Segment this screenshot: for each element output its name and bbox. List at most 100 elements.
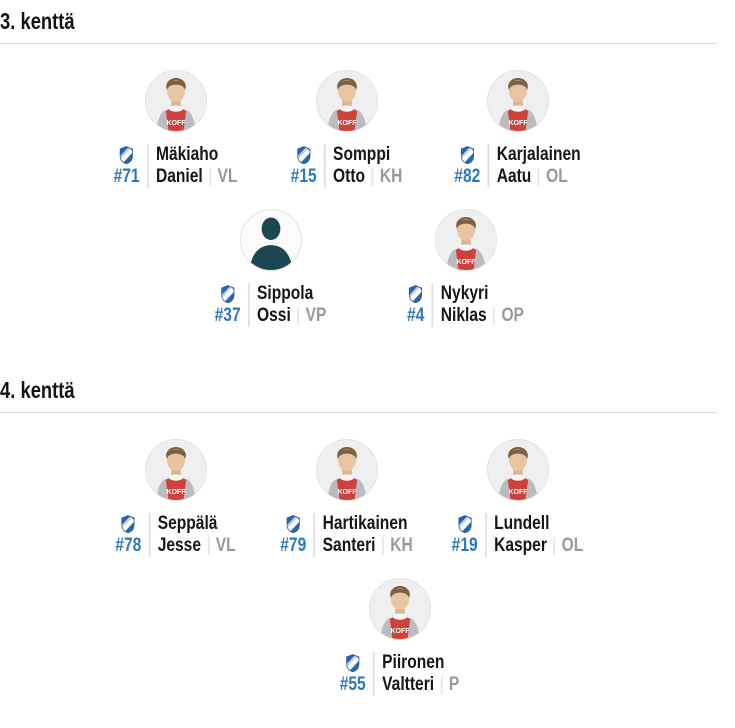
- player-last-name: Hartikainen: [322, 513, 408, 534]
- info-divider: [485, 513, 487, 557]
- position-separator: [553, 537, 556, 555]
- player-row: KOFF #71 Mäkiaho Daniel VL: [90, 70, 735, 188]
- player-last-name: Nykyri: [440, 283, 489, 304]
- player-info: #82 Karjalainen Aatu OL: [447, 144, 587, 188]
- info-divider: [148, 513, 151, 557]
- player-photo: KOFF: [486, 70, 549, 132]
- club-crest-icon: [458, 515, 472, 533]
- position-separator: [537, 168, 540, 186]
- player-first-name: Kasper: [494, 535, 547, 556]
- jersey-number: #37: [214, 305, 241, 326]
- jersey-text: KOFF: [337, 120, 357, 127]
- player-first-name: Jesse: [157, 535, 202, 556]
- section-title-line-3: 3. kenttä: [0, 8, 75, 34]
- player-info: #4 Nykyri Niklas OP: [395, 283, 535, 327]
- player-first-name: Aatu: [496, 166, 532, 187]
- player-card-karjalainen[interactable]: KOFF #82 Karjalainen Aatu OL: [432, 70, 603, 188]
- club-crest-icon: [297, 146, 311, 164]
- section-line-4: 4. kenttä KOFF #78 Seppälä Jesse: [0, 377, 735, 696]
- player-last-name: Somppi: [333, 144, 391, 165]
- player-photo: KOFF: [315, 70, 378, 132]
- jersey-number: #4: [407, 305, 425, 326]
- player-first-name: Ossi: [257, 305, 291, 326]
- player-first-name: Otto: [333, 166, 366, 187]
- player-photo: KOFF: [486, 439, 549, 501]
- jersey-number: #71: [113, 166, 140, 187]
- player-card-nykyri[interactable]: KOFF #4 Nykyri Niklas OP: [380, 209, 551, 327]
- player-first-name: Daniel: [155, 166, 203, 187]
- position-label: OL: [561, 535, 584, 556]
- player-photo-placeholder: [239, 209, 302, 271]
- position-separator: [209, 168, 211, 186]
- position-separator: [440, 676, 443, 694]
- jersey-text: KOFF: [456, 259, 476, 266]
- club-crest-icon: [121, 515, 135, 533]
- player-last-name: Sippola: [257, 283, 314, 304]
- player-info: #15 Somppi Otto KH: [276, 144, 416, 188]
- jersey-number: #82: [454, 166, 481, 187]
- position-label: KH: [379, 166, 403, 187]
- player-card-sippola[interactable]: #37 Sippola Ossi VP: [185, 209, 356, 327]
- jersey-number: #55: [339, 674, 366, 695]
- player-first-name: Santeri: [322, 535, 376, 556]
- position-separator: [493, 307, 495, 325]
- position-label: VL: [217, 166, 238, 187]
- player-last-name: Seppälä: [157, 513, 218, 534]
- info-divider: [431, 283, 434, 327]
- jersey-number: #79: [280, 535, 307, 556]
- player-photo: KOFF: [315, 439, 378, 501]
- jersey-text: KOFF: [508, 489, 528, 496]
- player-photo: KOFF: [144, 439, 207, 501]
- player-first-name: Niklas: [440, 305, 487, 326]
- player-info: #71 Mäkiaho Daniel VL: [105, 144, 245, 188]
- player-info: #19 Lundell Kasper OL: [447, 513, 587, 557]
- club-crest-icon: [409, 285, 423, 303]
- player-card-piironen[interactable]: KOFF #55 Piironen Valtteri P: [314, 578, 485, 696]
- player-info: #55 Piironen Valtteri P: [329, 652, 469, 696]
- section-divider: [0, 43, 717, 44]
- player-info: #79 Hartikainen Santeri KH: [276, 513, 416, 557]
- jersey-text: KOFF: [166, 120, 186, 127]
- position-label: OP: [501, 305, 524, 326]
- player-photo: KOFF: [434, 209, 497, 271]
- position-separator: [207, 537, 210, 555]
- club-crest-icon: [286, 515, 300, 533]
- section-title-line-4: 4. kenttä: [0, 377, 75, 403]
- player-card-hartikainen[interactable]: KOFF #79 Hartikainen Santeri KH: [261, 439, 432, 557]
- jersey-text: KOFF: [508, 120, 528, 127]
- player-card-lundell[interactable]: KOFF #19 Lundell Kasper OL: [432, 439, 603, 557]
- player-info: #37 Sippola Ossi VP: [200, 283, 340, 327]
- player-info: #78 Seppälä Jesse VL: [105, 513, 245, 557]
- club-crest-icon: [221, 285, 235, 303]
- jersey-number: #78: [115, 535, 142, 556]
- info-divider: [313, 513, 316, 557]
- position-separator: [382, 537, 384, 555]
- info-divider: [248, 283, 250, 327]
- info-divider: [146, 144, 149, 188]
- jersey-text: KOFF: [390, 628, 410, 635]
- player-photo: KOFF: [144, 70, 207, 132]
- position-label: VL: [215, 535, 236, 556]
- position-separator: [371, 168, 374, 186]
- jersey-text: KOFF: [166, 489, 186, 496]
- player-card-makiaho[interactable]: KOFF #71 Mäkiaho Daniel VL: [90, 70, 261, 188]
- player-row: KOFF #55 Piironen Valtteri P: [314, 578, 735, 696]
- player-row: #37 Sippola Ossi VP KOFF: [185, 209, 735, 327]
- info-divider: [324, 144, 326, 188]
- jersey-text: KOFF: [337, 489, 357, 496]
- club-crest-icon: [120, 146, 134, 164]
- position-label: VP: [305, 305, 327, 326]
- section-line-3: 3. kenttä KOFF #71 Mäkiaho Daniel: [0, 0, 735, 327]
- player-photo: KOFF: [368, 578, 431, 640]
- jersey-number: #19: [451, 535, 478, 556]
- player-card-somppi[interactable]: KOFF #15 Somppi Otto KH: [261, 70, 432, 188]
- player-last-name: Lundell: [494, 513, 550, 534]
- player-last-name: Mäkiaho: [155, 144, 219, 165]
- club-crest-icon: [460, 146, 474, 164]
- jersey-number: #15: [290, 166, 317, 187]
- club-crest-icon: [346, 654, 360, 672]
- player-card-seppala[interactable]: KOFF #78 Seppälä Jesse VL: [90, 439, 261, 557]
- position-label: OL: [546, 166, 568, 187]
- info-divider: [373, 652, 375, 696]
- player-last-name: Karjalainen: [496, 144, 581, 165]
